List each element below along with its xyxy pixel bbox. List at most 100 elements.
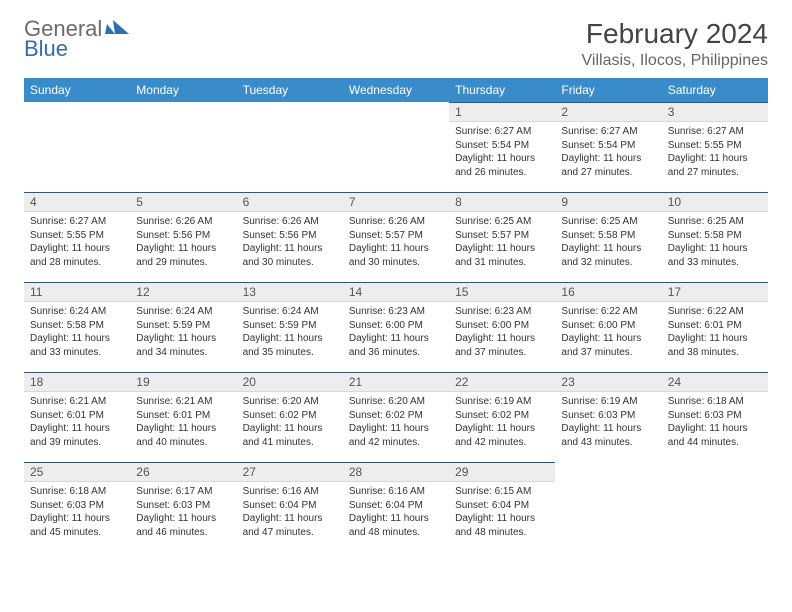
day-cell: 17Sunrise: 6:22 AMSunset: 6:01 PMDayligh… <box>662 282 768 372</box>
sunset-text: Sunset: 5:59 PM <box>136 319 230 333</box>
day-cell <box>237 102 343 192</box>
sunset-text: Sunset: 5:54 PM <box>561 139 655 153</box>
sunrise-text: Sunrise: 6:22 AM <box>561 305 655 319</box>
daylight-text-2: and 37 minutes. <box>561 346 655 360</box>
day-cell: 2Sunrise: 6:27 AMSunset: 5:54 PMDaylight… <box>555 102 661 192</box>
day-info: Sunrise: 6:24 AMSunset: 5:58 PMDaylight:… <box>24 302 130 365</box>
sunset-text: Sunset: 6:01 PM <box>30 409 124 423</box>
daylight-text: Daylight: 11 hours <box>561 332 655 346</box>
day-cell: 19Sunrise: 6:21 AMSunset: 6:01 PMDayligh… <box>130 372 236 462</box>
day-number-bar: 15 <box>449 282 555 302</box>
daylight-text: Daylight: 11 hours <box>136 242 230 256</box>
day-cell: 16Sunrise: 6:22 AMSunset: 6:00 PMDayligh… <box>555 282 661 372</box>
sunrise-text: Sunrise: 6:16 AM <box>349 485 443 499</box>
day-info: Sunrise: 6:15 AMSunset: 6:04 PMDaylight:… <box>449 482 555 545</box>
day-info: Sunrise: 6:19 AMSunset: 6:03 PMDaylight:… <box>555 392 661 455</box>
sunrise-text: Sunrise: 6:20 AM <box>243 395 337 409</box>
day-cell: 26 Sunrise: 6:17 AMSunset: 6:03 PMDayligh… <box>130 462 236 552</box>
sunrise-text: Sunrise: 6:25 AM <box>668 215 762 229</box>
daylight-text: Daylight: 11 hours <box>668 332 762 346</box>
sunset-text: Sunset: 6:00 PM <box>561 319 655 333</box>
day-cell <box>555 462 661 552</box>
day-cell <box>24 102 130 192</box>
daylight-text-2: and 33 minutes. <box>668 256 762 270</box>
day-cell: 10Sunrise: 6:25 AMSunset: 5:58 PMDayligh… <box>662 192 768 282</box>
weekday-header: Wednesday <box>343 78 449 102</box>
daylight-text-2: and 26 minutes. <box>455 166 549 180</box>
day-number-bar: 27 <box>237 462 343 482</box>
week-row: 1Sunrise: 6:27 AMSunset: 5:54 PMDaylight… <box>24 102 768 192</box>
sunrise-text: Sunrise: 6:18 AM <box>30 485 124 499</box>
day-info: Sunrise: 6:27 AMSunset: 5:54 PMDaylight:… <box>449 122 555 185</box>
daylight-text: Daylight: 11 hours <box>455 332 549 346</box>
day-number-bar: 28 <box>343 462 449 482</box>
daylight-text-2: and 31 minutes. <box>455 256 549 270</box>
day-info: Sunrise: 6:23 AMSunset: 6:00 PMDaylight:… <box>449 302 555 365</box>
daylight-text: Daylight: 11 hours <box>561 422 655 436</box>
sunrise-text: Sunrise: 6:19 AM <box>561 395 655 409</box>
day-cell: 23Sunrise: 6:19 AMSunset: 6:03 PMDayligh… <box>555 372 661 462</box>
day-info: Sunrise: 6:23 AMSunset: 6:00 PMDaylight:… <box>343 302 449 365</box>
daylight-text: Daylight: 11 hours <box>30 242 124 256</box>
daylight-text-2: and 29 minutes. <box>136 256 230 270</box>
day-number-bar: 14 <box>343 282 449 302</box>
sunrise-text: Sunrise: 6:17 AM <box>136 485 230 499</box>
day-number-bar: 5 <box>130 192 236 212</box>
day-number-bar: 3 <box>662 102 768 122</box>
day-number-bar: 16 <box>555 282 661 302</box>
day-cell: 3Sunrise: 6:27 AMSunset: 5:55 PMDaylight… <box>662 102 768 192</box>
daylight-text: Daylight: 11 hours <box>243 332 337 346</box>
sunrise-text: Sunrise: 6:18 AM <box>668 395 762 409</box>
daylight-text-2: and 39 minutes. <box>30 436 124 450</box>
daylight-text: Daylight: 11 hours <box>349 512 443 526</box>
day-info: Sunrise: 6:25 AMSunset: 5:58 PMDaylight:… <box>662 212 768 275</box>
daylight-text-2: and 35 minutes. <box>243 346 337 360</box>
sunrise-text: Sunrise: 6:23 AM <box>349 305 443 319</box>
day-info: Sunrise: 6:22 AMSunset: 6:00 PMDaylight:… <box>555 302 661 365</box>
day-number-bar: 11 <box>24 282 130 302</box>
daylight-text: Daylight: 11 hours <box>349 242 443 256</box>
brand-part2: Blue <box>24 38 129 60</box>
weekday-header: Sunday <box>24 78 130 102</box>
day-info: Sunrise: 6:16 AMSunset: 6:04 PMDaylight:… <box>343 482 449 545</box>
sunrise-text: Sunrise: 6:21 AM <box>30 395 124 409</box>
sunset-text: Sunset: 6:01 PM <box>668 319 762 333</box>
day-number-bar: 23 <box>555 372 661 392</box>
weekday-header: Saturday <box>662 78 768 102</box>
daylight-text-2: and 37 minutes. <box>455 346 549 360</box>
day-cell: 11Sunrise: 6:24 AMSunset: 5:58 PMDayligh… <box>24 282 130 372</box>
daylight-text-2: and 27 minutes. <box>668 166 762 180</box>
day-cell: 20Sunrise: 6:20 AMSunset: 6:02 PMDayligh… <box>237 372 343 462</box>
daylight-text-2: and 42 minutes. <box>349 436 443 450</box>
daylight-text-2: and 30 minutes. <box>243 256 337 270</box>
daylight-text: Daylight: 11 hours <box>243 242 337 256</box>
daylight-text-2: and 48 minutes. <box>349 526 443 540</box>
day-info: Sunrise: 6:16 AMSunset: 6:04 PMDaylight:… <box>237 482 343 545</box>
day-number-bar: 13 <box>237 282 343 302</box>
day-cell: 12Sunrise: 6:24 AMSunset: 5:59 PMDayligh… <box>130 282 236 372</box>
day-number-bar: 26 <box>130 462 236 482</box>
daylight-text: Daylight: 11 hours <box>243 422 337 436</box>
daylight-text: Daylight: 11 hours <box>30 512 124 526</box>
weekday-header-row: Sunday Monday Tuesday Wednesday Thursday… <box>24 78 768 102</box>
daylight-text-2: and 34 minutes. <box>136 346 230 360</box>
day-number-bar: 6 <box>237 192 343 212</box>
daylight-text-2: and 46 minutes. <box>136 526 230 540</box>
sunset-text: Sunset: 5:54 PM <box>455 139 549 153</box>
day-info: Sunrise: 6:18 AMSunset: 6:03 PMDaylight:… <box>24 482 130 545</box>
day-number-bar: 24 <box>662 372 768 392</box>
day-info: Sunrise: 6:27 AMSunset: 5:55 PMDaylight:… <box>24 212 130 275</box>
sunset-text: Sunset: 6:03 PM <box>136 499 230 513</box>
day-info: Sunrise: 6:21 AMSunset: 6:01 PMDaylight:… <box>130 392 236 455</box>
day-info: Sunrise: 6:27 AMSunset: 5:54 PMDaylight:… <box>555 122 661 185</box>
sunset-text: Sunset: 6:04 PM <box>243 499 337 513</box>
day-number-bar: 22 <box>449 372 555 392</box>
sunrise-text: Sunrise: 6:23 AM <box>455 305 549 319</box>
sunset-text: Sunset: 5:59 PM <box>243 319 337 333</box>
day-info: Sunrise: 6:26 AMSunset: 5:56 PMDaylight:… <box>130 212 236 275</box>
day-number-bar: 25 <box>24 462 130 482</box>
day-cell: 18Sunrise: 6:21 AMSunset: 6:01 PMDayligh… <box>24 372 130 462</box>
daylight-text: Daylight: 11 hours <box>136 512 230 526</box>
day-cell: 4Sunrise: 6:27 AMSunset: 5:55 PMDaylight… <box>24 192 130 282</box>
sunset-text: Sunset: 5:58 PM <box>561 229 655 243</box>
